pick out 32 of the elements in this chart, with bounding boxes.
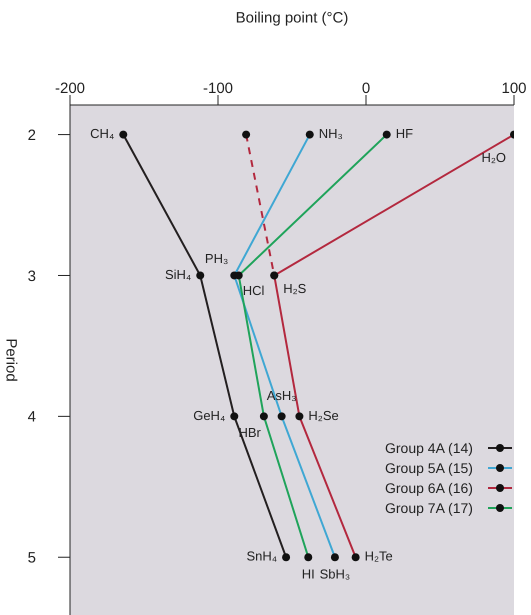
annotation: NH₃ [318,126,343,142]
y-axis-title: Period [2,338,20,382]
annotation: SiH₄ [164,266,192,282]
annotation: GeH₄ [193,408,226,423]
annotation: HCl [242,282,264,298]
x-tick-label: -100 [202,80,234,97]
point [230,412,238,420]
legend-label: Group 4A (14) [385,440,474,456]
annotation: PH₃ [204,250,228,266]
point [119,130,128,139]
annotation: H₂Se [308,408,339,423]
annotation: H₂S [283,280,307,296]
point [282,553,290,562]
x-tick-label: 0 [362,80,370,97]
annotation: SnH₄ [246,548,278,564]
annotation: HF [396,126,414,142]
annotation: SbH₃ [320,566,350,582]
y-tick-label: 2 [28,126,36,144]
legend-label: Group 7A (17) [385,500,474,516]
y-tick-label: 3 [28,268,36,285]
legend-label: Group 6A (16) [385,480,474,496]
y-tick-label: 4 [28,408,36,426]
annotation: HI [302,566,315,582]
x-tick-label: 100 [501,80,527,97]
annotation: H₂O [481,150,506,166]
point [196,271,204,280]
annotation: H₂Te [364,548,393,564]
x-tick-label: -200 [54,80,86,97]
legend-label: Group 5A (15) [385,460,474,476]
x-axis-title: Boiling point (°C) [236,10,348,27]
y-tick-label: 5 [28,550,36,567]
annotation: CH₄ [90,126,114,142]
